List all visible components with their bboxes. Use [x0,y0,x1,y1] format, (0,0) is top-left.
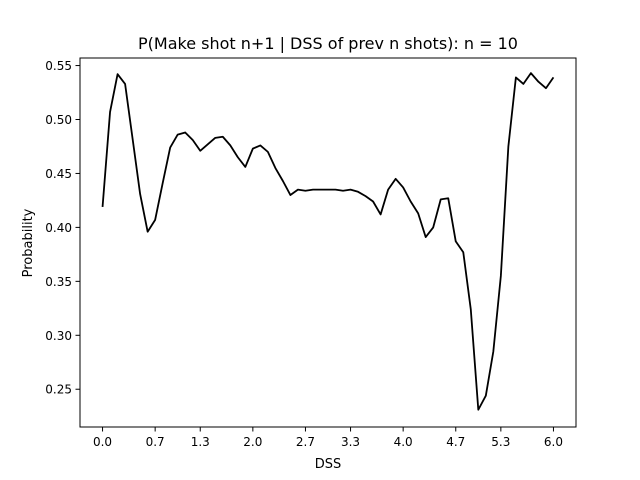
y-tick-label: 0.35 [45,275,72,289]
series-line-0 [101,72,555,411]
axes-frame [79,57,577,428]
x-tick-label: 2.0 [243,435,262,449]
chart-title: P(Make shot n+1 | DSS of prev n shots): … [138,34,518,53]
y-axis-ticks: 0.25 0.30 0.35 0.40 0.45 0.50 0.55 [45,59,80,397]
x-tick-label: 6.0 [544,435,563,449]
x-axis-label: DSS [315,457,342,472]
x-tick-label: 2.7 [296,435,315,449]
x-tick-label: 4.0 [394,435,413,449]
x-tick-label: 4.7 [446,435,465,449]
x-tick-label: 0.0 [93,435,112,449]
y-tick-label: 0.30 [45,329,72,343]
y-tick-label: 0.50 [45,113,72,127]
x-tick-label: 5.3 [491,435,510,449]
x-tick-label: 0.7 [146,435,165,449]
x-tick-label: 3.3 [341,435,360,449]
y-tick-label: 0.25 [45,383,72,397]
y-axis-label: Probability [21,208,36,277]
plot-area [101,72,555,411]
x-tick-label: 1.3 [191,435,210,449]
y-tick-label: 0.45 [45,167,72,181]
y-tick-label: 0.40 [45,221,72,235]
y-tick-label: 0.55 [45,59,72,73]
x-axis-ticks: 0.0 0.7 1.3 2.0 2.7 3.3 4.0 4.7 5.3 6.0 [93,427,563,449]
